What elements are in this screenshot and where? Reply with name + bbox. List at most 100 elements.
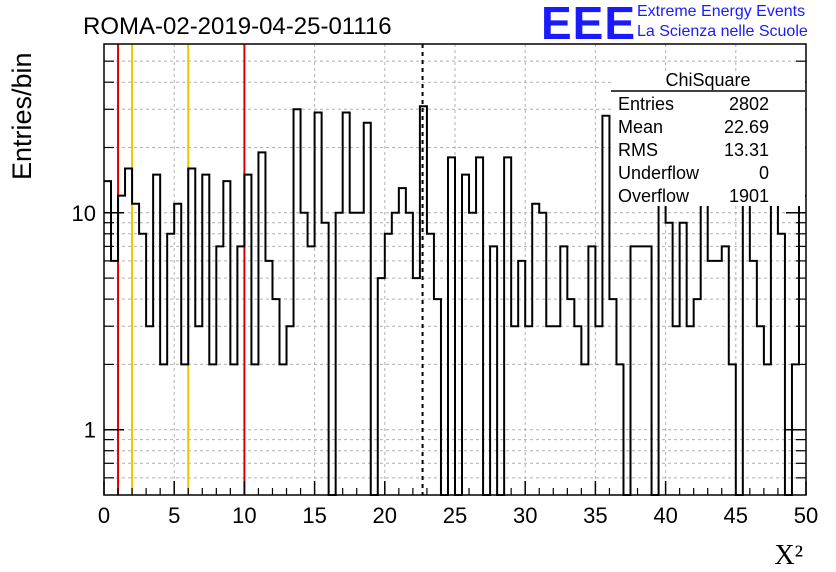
histogram-bin bbox=[553, 326, 560, 495]
histogram-bin bbox=[567, 299, 574, 495]
histogram-bin bbox=[146, 326, 153, 495]
stats-row-value: 2802 bbox=[729, 94, 769, 114]
stats-row-label: Overflow bbox=[618, 186, 690, 206]
histogram-bin bbox=[757, 326, 764, 495]
chart-title: ROMA-02-2019-04-25-01116 bbox=[83, 13, 392, 40]
histogram-bin bbox=[406, 213, 413, 495]
histogram-bin bbox=[287, 326, 294, 495]
x-tick-label: 25 bbox=[443, 503, 467, 528]
histogram-bin bbox=[645, 246, 652, 495]
x-tick-label: 5 bbox=[168, 503, 180, 528]
stats-row-label: RMS bbox=[618, 140, 658, 160]
histogram-bin bbox=[385, 234, 392, 495]
histogram-bin bbox=[581, 364, 588, 495]
histogram-bin bbox=[609, 299, 616, 495]
stats-row-label: Underflow bbox=[618, 163, 700, 183]
histogram-bin bbox=[308, 246, 315, 495]
histogram-bin bbox=[223, 181, 230, 495]
histogram-bin bbox=[687, 326, 694, 495]
x-tick-label: 20 bbox=[373, 503, 397, 528]
histogram-bin bbox=[378, 278, 385, 495]
histogram-bin bbox=[469, 213, 476, 495]
histogram-bin bbox=[504, 157, 511, 495]
histogram-bin bbox=[294, 109, 301, 495]
histogram-bin bbox=[195, 326, 202, 495]
histogram-bin bbox=[659, 157, 666, 495]
x-tick-label: 30 bbox=[513, 503, 537, 528]
stats-row-value: 1901 bbox=[729, 186, 769, 206]
histogram-bin bbox=[258, 152, 265, 495]
histogram-outline bbox=[104, 105, 806, 496]
x-axis-ticks: 0 5 10 15 20 25 30 35 40 45 50 bbox=[98, 481, 818, 528]
histogram-bin bbox=[350, 213, 357, 495]
histogram-bin bbox=[322, 223, 329, 495]
histogram-bin bbox=[518, 261, 525, 495]
histogram-bin bbox=[174, 204, 181, 495]
stats-box: ChiSquare Entries 2802 Mean 22.69 RMS 13.31 Un… bbox=[611, 70, 805, 206]
histogram-bin bbox=[265, 261, 272, 495]
x-tick-label: 10 bbox=[232, 503, 256, 528]
histogram-bin bbox=[153, 175, 160, 495]
histogram-bin bbox=[139, 234, 146, 495]
histogram-bin bbox=[237, 246, 244, 495]
eee-logo: EEE bbox=[541, 0, 637, 49]
histogram-bin bbox=[462, 175, 469, 495]
histogram-bin bbox=[539, 213, 546, 495]
histogram-bin bbox=[272, 299, 279, 495]
histogram-bin bbox=[560, 246, 567, 495]
stats-box-title: ChiSquare bbox=[665, 70, 750, 90]
histogram-bin bbox=[448, 157, 455, 495]
histogram-bin bbox=[315, 112, 322, 495]
histogram-bin bbox=[771, 188, 778, 495]
histogram-bin bbox=[595, 326, 602, 495]
histogram-bin bbox=[202, 175, 209, 495]
histogram-bin bbox=[209, 364, 216, 495]
histogram-bin bbox=[104, 181, 111, 495]
x-tick-label: 50 bbox=[794, 503, 818, 528]
histogram-bin bbox=[188, 169, 195, 495]
histogram-bin bbox=[392, 213, 399, 495]
y-tick-label: 1 bbox=[84, 418, 96, 443]
histogram-bin bbox=[708, 261, 715, 495]
y-axis-label: Entries/bin bbox=[7, 52, 37, 180]
histogram-bin bbox=[132, 204, 139, 495]
x-tick-label: 40 bbox=[653, 503, 677, 528]
histogram-bin bbox=[750, 261, 757, 495]
histogram-bin bbox=[343, 112, 350, 495]
x-axis-label: X² bbox=[774, 540, 803, 571]
stats-row-label: Entries bbox=[618, 94, 674, 114]
stats-row-value: 0 bbox=[759, 163, 769, 183]
histogram-bin bbox=[715, 261, 722, 495]
histogram-bin bbox=[616, 364, 623, 495]
histogram-bin bbox=[631, 246, 638, 495]
histogram-bin bbox=[680, 223, 687, 495]
histogram-step-line bbox=[104, 105, 806, 496]
histogram-bin bbox=[434, 299, 441, 495]
histogram-bin bbox=[525, 326, 532, 495]
histogram-bin bbox=[588, 246, 595, 495]
histogram-bin bbox=[336, 213, 343, 495]
histogram-bin bbox=[125, 169, 132, 495]
histogram-bin bbox=[574, 326, 581, 495]
histogram-bin bbox=[244, 175, 251, 495]
histogram-bin bbox=[230, 364, 237, 495]
stats-box-background bbox=[611, 72, 805, 206]
histogram-bin bbox=[701, 175, 708, 495]
x-tick-label: 45 bbox=[724, 503, 748, 528]
histogram-bin bbox=[181, 364, 188, 495]
y-tick-label: 10 bbox=[72, 201, 96, 226]
histogram-bin bbox=[118, 196, 125, 495]
histogram-bin bbox=[778, 234, 785, 495]
histogram-bin bbox=[167, 234, 174, 495]
histogram-bin bbox=[511, 326, 518, 495]
logo-line-1: Extreme Energy Events bbox=[637, 3, 806, 20]
histogram-bin bbox=[490, 246, 497, 495]
histogram-bin bbox=[280, 364, 287, 495]
histogram-bin bbox=[413, 278, 420, 495]
histogram-bin bbox=[301, 213, 308, 495]
histogram-bin bbox=[160, 364, 167, 495]
histogram-bin bbox=[722, 246, 729, 495]
x-tick-label: 35 bbox=[583, 503, 607, 528]
stats-row-value: 22.69 bbox=[724, 117, 769, 137]
